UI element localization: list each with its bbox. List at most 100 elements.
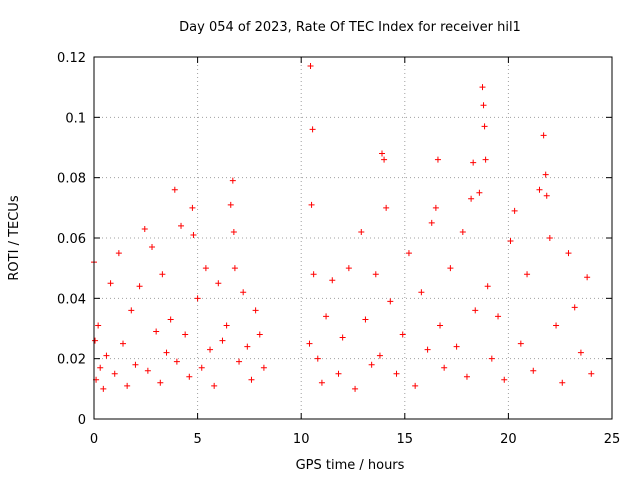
data-point — [306, 340, 313, 347]
data-point — [584, 274, 591, 281]
data-point — [159, 271, 166, 278]
data-point — [424, 346, 431, 353]
data-point — [211, 382, 218, 389]
data-point — [95, 322, 102, 329]
data-point — [468, 195, 475, 202]
data-point — [229, 177, 236, 184]
data-point — [256, 331, 263, 338]
data-point — [230, 228, 237, 235]
x-tick-labels: 0 5 10 15 20 25 — [90, 432, 620, 447]
data-point — [189, 204, 196, 211]
data-point — [482, 156, 489, 163]
data-point — [543, 192, 550, 199]
data-point — [352, 385, 359, 392]
data-point — [437, 322, 444, 329]
data-point — [393, 370, 400, 377]
data-point — [240, 289, 247, 296]
data-point — [231, 265, 238, 272]
data-point — [219, 337, 226, 344]
data-point — [432, 204, 439, 211]
data-point — [345, 265, 352, 272]
y-tick-label: 0.08 — [57, 172, 86, 187]
data-point — [546, 235, 553, 241]
data-point — [495, 313, 502, 320]
data-point — [182, 331, 189, 338]
data-point — [488, 355, 495, 362]
data-point — [198, 364, 205, 371]
data-point — [387, 298, 394, 305]
data-point — [571, 304, 578, 311]
data-point — [124, 382, 131, 389]
data-point — [565, 250, 572, 257]
data-point — [358, 228, 365, 235]
data-point — [103, 352, 110, 359]
y-tick-label: 0.1 — [65, 111, 86, 126]
x-tick-label: 5 — [193, 432, 201, 447]
data-point — [97, 364, 104, 371]
grid-lines — [94, 57, 612, 419]
data-point — [215, 280, 222, 287]
data-point — [335, 370, 342, 377]
data-point — [136, 283, 143, 290]
data-point — [479, 84, 486, 91]
data-point — [149, 244, 156, 251]
y-tick-label: 0.04 — [57, 292, 86, 307]
data-point — [481, 123, 488, 130]
data-point — [260, 364, 267, 371]
data-point — [368, 361, 375, 368]
data-point — [144, 367, 151, 374]
x-tick-label: 10 — [293, 432, 310, 447]
data-point — [372, 271, 379, 278]
data-point — [307, 63, 314, 70]
x-tick-label: 25 — [604, 432, 621, 447]
data-point — [100, 385, 107, 392]
data-point — [399, 331, 406, 338]
data-point — [339, 334, 346, 341]
x-tick-label: 20 — [500, 432, 517, 447]
data-point — [428, 219, 435, 226]
chart-title: Day 054 of 2023, Rate Of TEC Index for r… — [179, 20, 521, 35]
data-point — [107, 280, 114, 287]
data-point — [459, 228, 466, 235]
x-tick-label: 15 — [397, 432, 414, 447]
data-point — [115, 250, 122, 257]
data-point — [163, 349, 170, 356]
y-tick-label: 0.12 — [57, 51, 86, 66]
data-point — [434, 156, 441, 163]
data-point — [441, 364, 448, 371]
data-point — [472, 307, 479, 314]
x-axis-label: GPS time / hours — [296, 458, 405, 473]
data-point — [171, 186, 178, 193]
data-point — [507, 238, 514, 245]
data-point — [536, 186, 543, 193]
data-point — [329, 277, 336, 284]
x-tick-label: 0 — [90, 432, 98, 447]
data-point — [173, 358, 180, 365]
data-point — [470, 159, 477, 166]
data-point — [244, 343, 251, 350]
data-point — [588, 370, 595, 377]
y-axis-label: ROTI / TECUs — [7, 195, 22, 280]
data-point — [383, 204, 390, 211]
data-point — [141, 225, 148, 232]
data-point — [480, 102, 487, 109]
axis-ticks — [93, 56, 613, 420]
data-point — [453, 343, 460, 350]
data-point — [153, 328, 160, 335]
data-point — [405, 250, 412, 257]
data-point — [553, 322, 560, 329]
data-point — [194, 295, 201, 302]
data-point — [379, 150, 386, 157]
data-point — [323, 313, 330, 320]
data-point — [559, 379, 566, 386]
data-point — [476, 189, 483, 196]
data-point — [412, 382, 419, 389]
data-point — [524, 271, 531, 278]
data-point — [381, 156, 388, 163]
data-point — [248, 376, 255, 383]
data-point — [484, 283, 491, 290]
data-point — [463, 373, 470, 380]
y-tick-labels: 0 0.02 0.04 0.06 0.08 0.1 0.12 — [57, 51, 86, 428]
data-point — [92, 337, 99, 344]
